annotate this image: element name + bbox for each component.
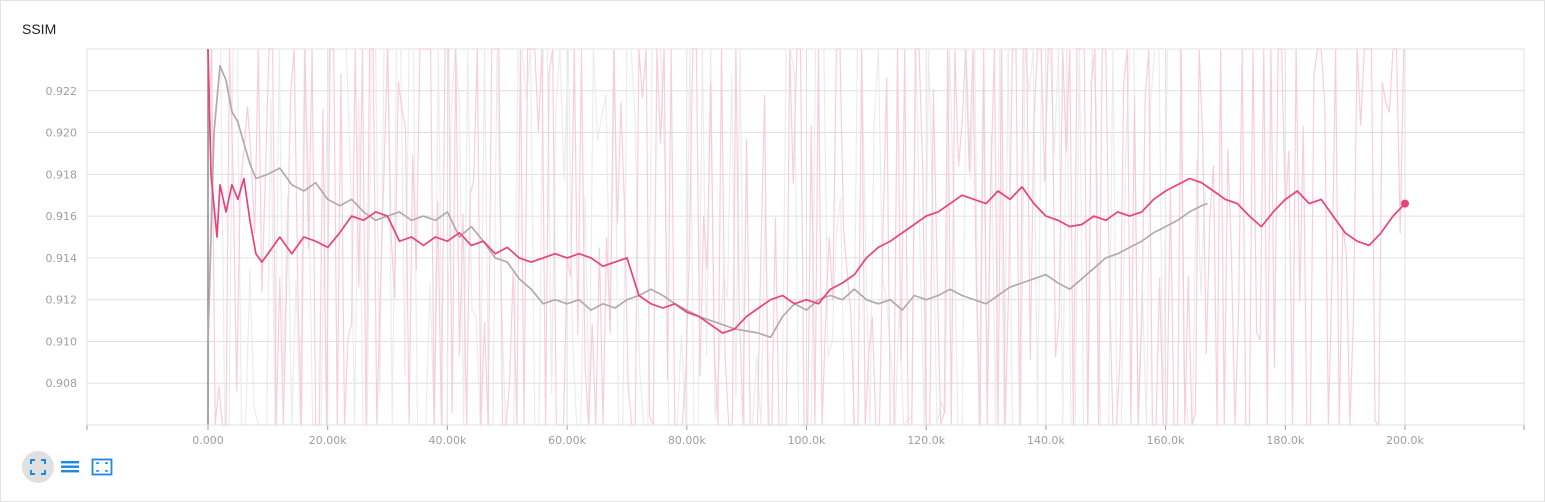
toggle-log-scale-button[interactable] xyxy=(54,451,86,483)
toggle-log-scale-icon xyxy=(61,461,79,473)
series-0-raw xyxy=(207,48,1206,427)
x-tick-label: 200.0k xyxy=(1386,434,1424,447)
expand-chart-icon xyxy=(91,458,113,476)
axes: 0.908 0.910 0.912 0.914 0.916 0.918 0.920 0.922… xyxy=(46,85,1525,447)
y-tick-label: 0.916 xyxy=(46,210,78,223)
chart-title: SSIM xyxy=(22,21,57,37)
x-tick-label: 140.0k xyxy=(1027,434,1065,447)
expand-chart-button[interactable] xyxy=(86,451,118,483)
x-tick-label: 20.00k xyxy=(309,434,347,447)
x-tick-label: 100.0k xyxy=(788,434,826,447)
y-tick-label: 0.910 xyxy=(46,335,78,348)
x-tick-label: 40.00k xyxy=(428,434,466,447)
fit-domain-icon xyxy=(30,459,46,475)
x-tick-label: 160.0k xyxy=(1147,434,1185,447)
series-1-raw xyxy=(207,48,1405,427)
x-tick-label: 180.0k xyxy=(1266,434,1304,447)
series-1-line xyxy=(207,48,1406,334)
x-tick-label: 120.0k xyxy=(907,434,945,447)
y-tick-label: 0.920 xyxy=(46,127,78,140)
series-1-endpoint xyxy=(1401,199,1409,208)
x-tick-label: 0.000 xyxy=(192,434,224,447)
x-tick-label: 60.00k xyxy=(548,434,586,447)
series-layer xyxy=(207,48,1409,342)
y-tick-label: 0.914 xyxy=(46,252,78,265)
fit-domain-button[interactable] xyxy=(22,451,54,483)
x-tick-label: 80.00k xyxy=(668,434,706,447)
chart-toolbar xyxy=(22,451,118,483)
y-tick-label: 0.918 xyxy=(46,168,78,181)
y-tick-label: 0.908 xyxy=(46,377,78,390)
raw-data-layer xyxy=(207,48,1405,427)
y-tick-label: 0.912 xyxy=(46,294,78,307)
series-0-line xyxy=(207,64,1208,342)
chart-plot[interactable]: 0.908 0.910 0.912 0.914 0.916 0.918 0.920 0.922… xyxy=(1,1,1545,451)
y-tick-label: 0.922 xyxy=(46,85,78,98)
